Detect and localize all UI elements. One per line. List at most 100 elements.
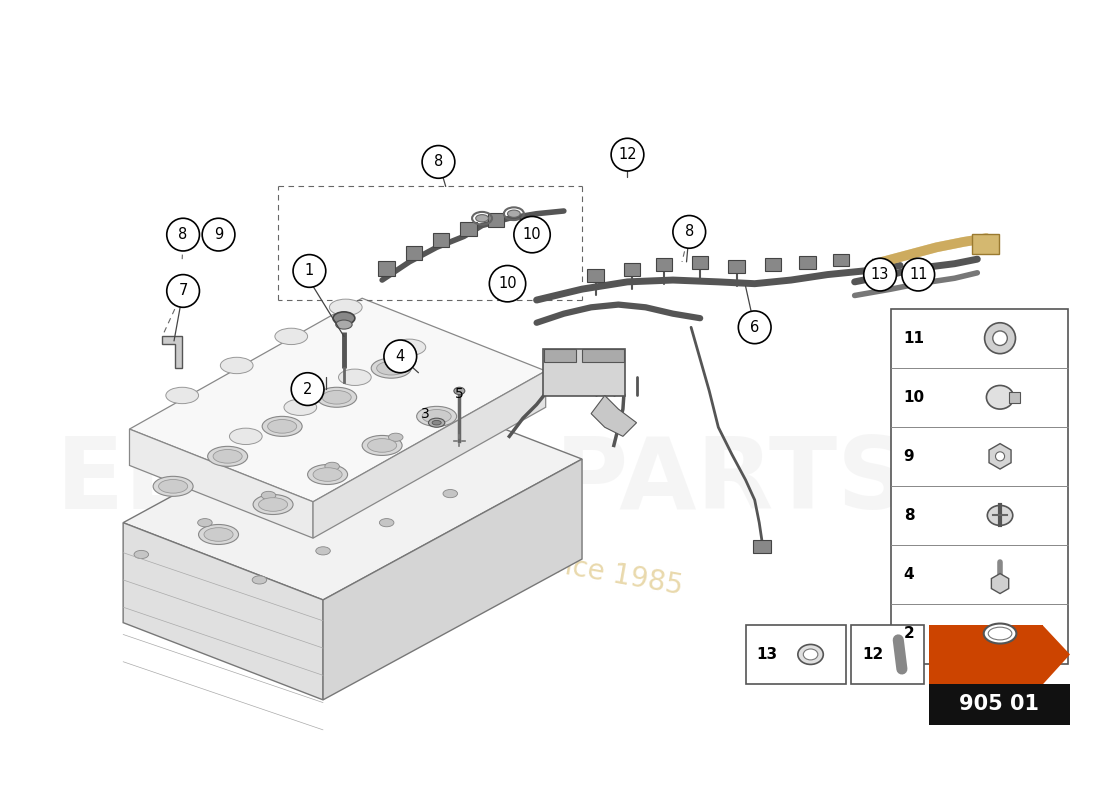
Text: 9: 9: [904, 449, 914, 464]
FancyBboxPatch shape: [851, 626, 924, 685]
Ellipse shape: [339, 369, 371, 386]
Text: 8: 8: [684, 224, 694, 239]
Ellipse shape: [220, 358, 253, 374]
Ellipse shape: [336, 320, 352, 329]
Text: 13: 13: [871, 267, 889, 282]
Text: 8: 8: [433, 154, 443, 170]
Circle shape: [202, 218, 235, 251]
Circle shape: [167, 274, 199, 307]
Ellipse shape: [798, 645, 823, 665]
Text: 10: 10: [498, 276, 517, 291]
FancyBboxPatch shape: [487, 213, 504, 227]
Text: 11: 11: [904, 330, 925, 346]
FancyBboxPatch shape: [1009, 392, 1020, 402]
Ellipse shape: [376, 362, 406, 375]
Text: ELUSIVE PARTS: ELUSIVE PARTS: [55, 434, 909, 530]
FancyBboxPatch shape: [582, 349, 624, 362]
Ellipse shape: [993, 331, 1008, 346]
Circle shape: [902, 258, 935, 291]
FancyBboxPatch shape: [930, 685, 1070, 726]
Text: 7: 7: [178, 283, 188, 298]
Circle shape: [490, 266, 526, 302]
FancyBboxPatch shape: [764, 258, 781, 271]
Text: 1: 1: [305, 263, 314, 278]
Polygon shape: [314, 371, 546, 538]
Ellipse shape: [362, 435, 403, 455]
Text: 6: 6: [750, 320, 759, 335]
Text: 12: 12: [862, 647, 883, 662]
Ellipse shape: [507, 210, 520, 218]
Ellipse shape: [996, 452, 1004, 461]
Text: 10: 10: [904, 390, 925, 405]
Text: 905 01: 905 01: [959, 694, 1040, 714]
Circle shape: [292, 373, 324, 406]
Text: a part for parts since 1985: a part for parts since 1985: [316, 509, 685, 601]
FancyBboxPatch shape: [543, 349, 575, 362]
Ellipse shape: [316, 546, 330, 555]
Ellipse shape: [367, 438, 397, 452]
Polygon shape: [123, 522, 323, 700]
Ellipse shape: [166, 387, 199, 404]
Ellipse shape: [308, 465, 348, 485]
Ellipse shape: [258, 498, 287, 511]
Circle shape: [167, 218, 199, 251]
Ellipse shape: [987, 386, 1014, 409]
Ellipse shape: [275, 328, 308, 345]
Text: 11: 11: [909, 267, 927, 282]
Text: 3: 3: [420, 406, 429, 421]
Circle shape: [738, 311, 771, 344]
Ellipse shape: [988, 627, 1012, 640]
Polygon shape: [1043, 626, 1070, 685]
Circle shape: [384, 340, 417, 373]
Ellipse shape: [393, 339, 426, 355]
Polygon shape: [989, 444, 1011, 469]
Text: 8: 8: [178, 227, 188, 242]
Ellipse shape: [983, 623, 1016, 643]
Ellipse shape: [262, 416, 303, 436]
Ellipse shape: [208, 446, 248, 466]
Circle shape: [673, 215, 705, 248]
FancyBboxPatch shape: [728, 260, 745, 273]
Ellipse shape: [388, 433, 403, 442]
FancyBboxPatch shape: [833, 254, 849, 266]
Ellipse shape: [429, 418, 444, 427]
FancyBboxPatch shape: [433, 233, 450, 247]
FancyBboxPatch shape: [746, 626, 846, 685]
Ellipse shape: [314, 468, 342, 482]
Ellipse shape: [329, 299, 362, 315]
FancyBboxPatch shape: [543, 349, 625, 396]
Ellipse shape: [333, 312, 355, 325]
Ellipse shape: [454, 387, 465, 394]
FancyBboxPatch shape: [752, 540, 771, 553]
Polygon shape: [991, 574, 1009, 594]
Ellipse shape: [198, 518, 212, 526]
Ellipse shape: [284, 399, 317, 415]
Polygon shape: [130, 429, 314, 538]
Circle shape: [612, 138, 643, 171]
FancyBboxPatch shape: [406, 246, 422, 260]
FancyBboxPatch shape: [587, 269, 604, 282]
Ellipse shape: [199, 525, 239, 545]
Ellipse shape: [475, 214, 488, 222]
FancyBboxPatch shape: [692, 257, 708, 269]
Polygon shape: [591, 395, 637, 436]
Text: 13: 13: [757, 647, 778, 662]
FancyBboxPatch shape: [891, 309, 1068, 663]
Ellipse shape: [253, 494, 293, 514]
Ellipse shape: [230, 428, 262, 445]
Text: 4: 4: [904, 567, 914, 582]
Polygon shape: [162, 336, 183, 368]
FancyBboxPatch shape: [460, 222, 476, 237]
Ellipse shape: [432, 421, 441, 425]
Circle shape: [864, 258, 896, 291]
FancyBboxPatch shape: [624, 262, 640, 275]
Polygon shape: [130, 298, 546, 502]
Ellipse shape: [988, 506, 1013, 526]
Ellipse shape: [422, 410, 451, 423]
Polygon shape: [930, 626, 1043, 685]
FancyBboxPatch shape: [656, 258, 672, 271]
Ellipse shape: [417, 406, 456, 426]
Polygon shape: [123, 382, 582, 600]
Ellipse shape: [379, 518, 394, 526]
Ellipse shape: [322, 390, 351, 404]
